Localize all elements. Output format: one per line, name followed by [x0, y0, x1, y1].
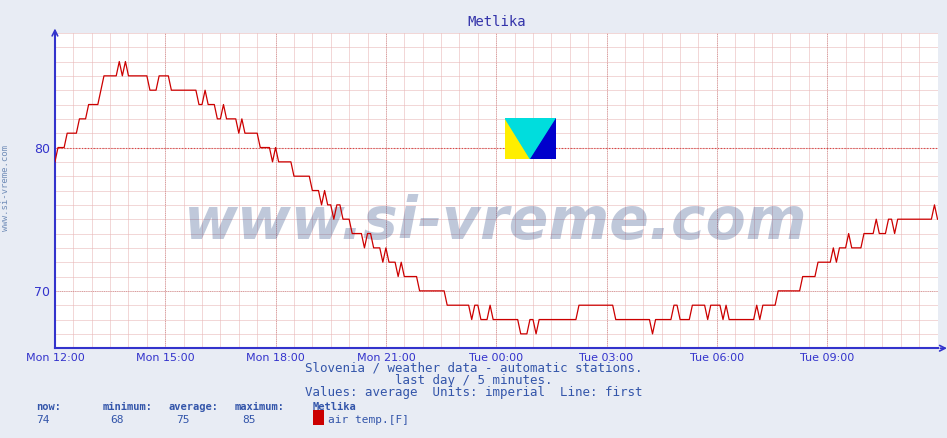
Text: 85: 85: [242, 415, 256, 425]
Text: www.si-vreme.com: www.si-vreme.com: [185, 194, 808, 251]
Text: 74: 74: [36, 415, 49, 425]
Text: average:: average:: [169, 402, 219, 412]
Text: Values: average  Units: imperial  Line: first: Values: average Units: imperial Line: fi…: [305, 386, 642, 399]
Text: 75: 75: [176, 415, 189, 425]
Polygon shape: [530, 118, 556, 159]
Text: last day / 5 minutes.: last day / 5 minutes.: [395, 374, 552, 387]
Text: www.si-vreme.com: www.si-vreme.com: [1, 145, 10, 231]
Text: Metlika: Metlika: [313, 402, 356, 412]
Text: air temp.[F]: air temp.[F]: [329, 415, 409, 425]
Title: Metlika: Metlika: [467, 15, 526, 29]
Polygon shape: [505, 118, 556, 159]
Text: now:: now:: [36, 402, 61, 412]
Text: Slovenia / weather data - automatic stations.: Slovenia / weather data - automatic stat…: [305, 361, 642, 374]
Text: minimum:: minimum:: [102, 402, 152, 412]
Text: maximum:: maximum:: [235, 402, 285, 412]
Text: 68: 68: [110, 415, 123, 425]
Polygon shape: [505, 118, 530, 159]
